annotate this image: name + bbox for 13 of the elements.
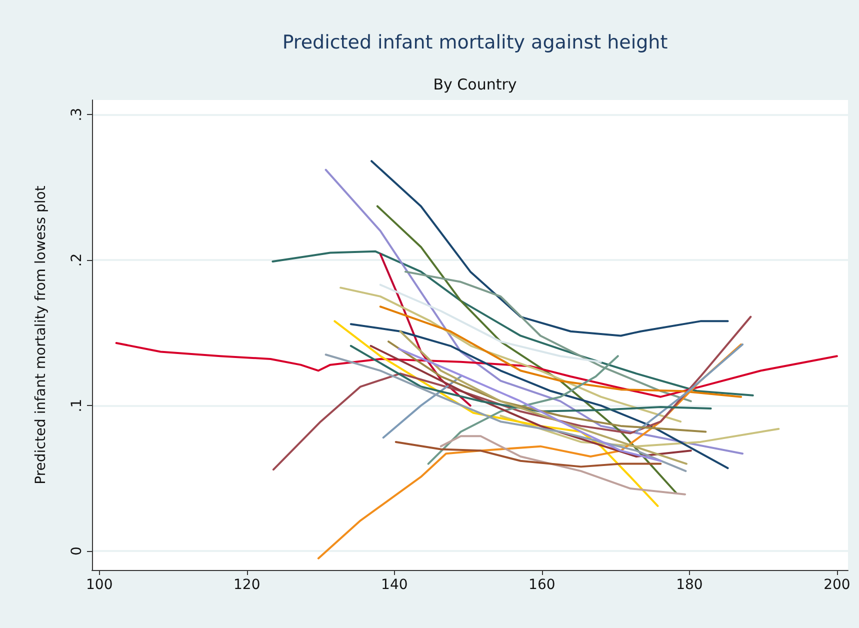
y-tick-label: .2: [69, 253, 85, 267]
x-tick-label: 120: [234, 577, 260, 593]
y-tick-label: 0: [69, 546, 85, 556]
chart-subtitle: By Country: [433, 76, 517, 94]
x-tick-label: 180: [676, 577, 703, 593]
y-tick-label: .3: [69, 108, 85, 122]
y-axis-title: Predicted infant mortality from lowess plot: [33, 185, 49, 484]
chart-title: Predicted infant mortality against height: [282, 32, 668, 54]
x-tick-label: 200: [824, 577, 850, 593]
x-tick-label: 160: [528, 577, 556, 593]
x-tick-label: 100: [86, 577, 113, 593]
y-tick-label: .1: [69, 398, 85, 412]
x-tick-label: 140: [381, 577, 408, 593]
